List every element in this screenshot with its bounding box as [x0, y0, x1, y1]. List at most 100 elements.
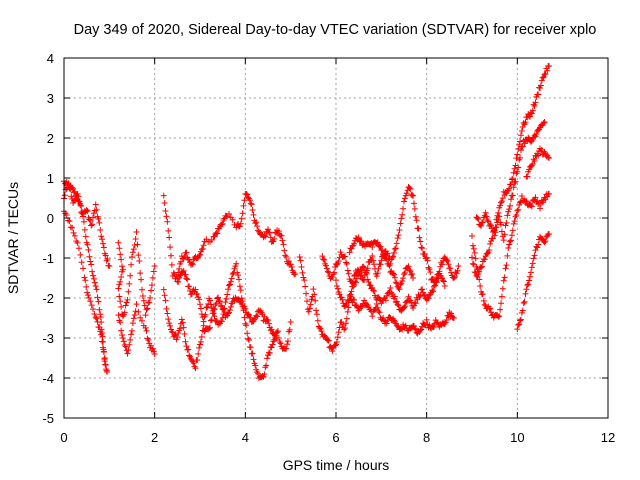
- data-point: [253, 219, 260, 226]
- series-sat-b: [61, 180, 113, 269]
- data-point: [418, 326, 425, 333]
- data-point: [167, 322, 174, 329]
- data-point: [507, 196, 514, 203]
- data-point: [70, 189, 77, 196]
- data-point: [118, 303, 125, 310]
- data-point: [507, 181, 514, 188]
- data-point: [260, 373, 267, 380]
- data-point: [216, 225, 223, 232]
- data-point: [416, 234, 423, 241]
- data-point: [216, 298, 223, 305]
- data-point: [210, 305, 217, 312]
- data-point: [226, 211, 233, 218]
- data-point: [149, 345, 156, 352]
- data-point: [162, 207, 169, 214]
- data-point: [207, 317, 214, 324]
- data-point: [342, 300, 349, 307]
- data-point: [96, 324, 103, 331]
- data-point: [86, 253, 93, 260]
- data-point: [533, 130, 540, 137]
- data-point: [379, 247, 386, 254]
- data-point: [150, 348, 157, 355]
- data-point: [181, 253, 188, 260]
- data-point: [507, 237, 514, 244]
- data-point: [71, 197, 78, 204]
- data-point: [477, 283, 484, 290]
- data-point: [80, 265, 87, 272]
- data-point: [351, 240, 358, 247]
- data-point: [165, 316, 172, 323]
- data-point: [235, 272, 242, 279]
- data-point: [186, 283, 193, 290]
- data-point: [333, 261, 340, 268]
- data-point: [214, 230, 221, 237]
- data-point: [76, 198, 83, 205]
- data-point: [374, 270, 381, 277]
- data-point: [225, 286, 232, 293]
- data-point: [418, 244, 425, 251]
- data-point: [255, 227, 262, 234]
- data-point: [498, 199, 505, 206]
- data-point: [401, 195, 408, 202]
- data-point: [63, 211, 70, 218]
- data-point: [199, 314, 206, 321]
- data-point: [410, 275, 417, 281]
- data-point: [166, 320, 173, 327]
- data-point: [147, 294, 154, 301]
- data-point: [313, 311, 320, 318]
- data-point: [167, 252, 174, 259]
- data-point: [419, 245, 426, 252]
- data-point: [417, 238, 424, 245]
- data-point: [541, 119, 548, 125]
- data-point: [528, 203, 535, 210]
- data-point: [342, 253, 349, 260]
- data-point: [151, 263, 158, 269]
- data-point: [216, 298, 223, 305]
- data-point: [526, 166, 533, 173]
- data-point: [506, 206, 513, 213]
- data-point: [133, 228, 140, 235]
- data-point: [137, 314, 144, 321]
- data-point: [487, 305, 494, 312]
- data-point: [494, 212, 501, 219]
- data-point: [507, 238, 514, 245]
- data-point: [383, 256, 390, 263]
- data-point: [66, 218, 73, 225]
- data-point: [183, 343, 190, 350]
- data-point: [182, 271, 189, 278]
- data-point: [90, 306, 97, 313]
- data-point: [430, 324, 437, 331]
- data-point: [161, 200, 168, 207]
- data-point: [134, 241, 141, 248]
- data-point: [510, 220, 517, 227]
- data-point: [247, 344, 254, 351]
- data-point: [130, 246, 137, 253]
- data-point: [544, 67, 551, 74]
- data-point: [148, 282, 155, 289]
- data-point: [151, 351, 158, 357]
- data-point: [344, 296, 351, 303]
- data-point: [403, 298, 410, 305]
- data-point: [100, 244, 107, 251]
- data-point: [476, 268, 483, 275]
- data-point: [344, 267, 351, 274]
- data-point: [261, 313, 268, 320]
- data-point: [336, 291, 343, 298]
- data-point: [375, 294, 382, 301]
- data-point: [129, 249, 136, 256]
- data-point: [546, 63, 553, 69]
- data-point: [85, 246, 92, 253]
- data-point: [136, 257, 143, 264]
- data-point: [87, 217, 94, 224]
- data-point: [277, 340, 284, 347]
- data-point: [529, 107, 536, 114]
- data-point: [545, 154, 552, 161]
- data-point: [517, 147, 524, 154]
- data-point: [197, 341, 203, 348]
- data-point: [369, 244, 376, 251]
- data-point: [360, 263, 367, 270]
- data-point: [284, 341, 291, 348]
- data-point: [278, 232, 285, 239]
- data-point: [248, 201, 255, 208]
- data-point: [525, 281, 532, 288]
